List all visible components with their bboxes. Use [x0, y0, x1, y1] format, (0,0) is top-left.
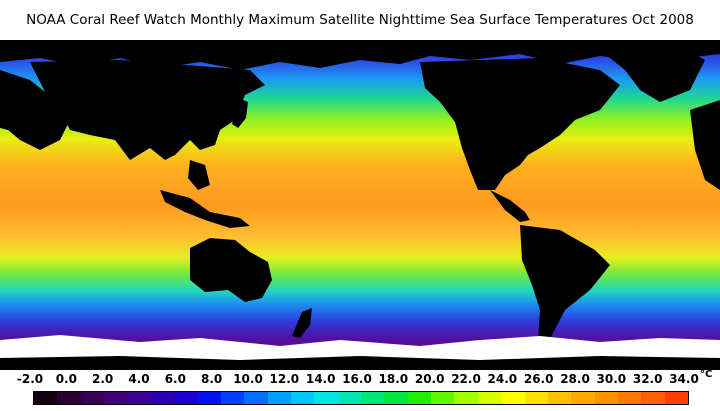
colorbar-swatch — [244, 392, 268, 404]
colorbar-swatch — [80, 392, 105, 404]
colorbar-swatch — [197, 392, 221, 404]
colorbar-swatch — [454, 392, 478, 404]
colorbar-swatch — [57, 392, 81, 404]
asia — [30, 60, 265, 160]
new-zealand — [292, 308, 312, 338]
colorbar-tick-label: 28.0 — [560, 372, 590, 386]
colorbar-tick-label: -2.0 — [16, 372, 44, 386]
colorbar-swatch — [337, 392, 362, 404]
colorbar-swatch — [524, 392, 548, 404]
colorbar-tick-label: 14.0 — [305, 372, 336, 386]
north-america — [420, 58, 620, 190]
colorbar-tick-label: 32.0 — [632, 372, 663, 386]
arctic-land — [0, 40, 720, 70]
colorbar-swatch — [407, 392, 432, 404]
colorbar-tick-label: 8.0 — [201, 372, 223, 386]
south-america — [520, 225, 610, 350]
colorbar-swatch — [220, 392, 245, 404]
sea-surface-temperature-map — [0, 40, 720, 370]
colorbar-tick-label: 0.0 — [55, 372, 77, 386]
central-america — [490, 190, 530, 222]
colorbar-swatch — [104, 392, 128, 404]
colorbar-swatch — [664, 392, 689, 404]
colorbar-swatch — [174, 392, 198, 404]
colorbar-unit: °C — [700, 369, 713, 380]
indonesia — [160, 190, 250, 228]
colorbar-swatch — [361, 392, 385, 404]
colorbar-swatch — [547, 392, 572, 404]
colorbar-swatch — [314, 392, 338, 404]
colorbar-swatch — [477, 392, 502, 404]
colorbar-tick-label: 2.0 — [92, 372, 114, 386]
colorbar-swatch — [594, 392, 618, 404]
colorbar-labels: °C -2.0 0.0 2.0 4.0 6.0 8.0 10.0 12.0 14.0 16.0 18… — [0, 369, 720, 390]
colorbar-tick-label: 18.0 — [378, 372, 409, 386]
colorbar-swatch — [384, 392, 408, 404]
colorbar-tick-label: 24.0 — [487, 372, 518, 386]
greenland — [600, 46, 705, 102]
colorbar-tick-label: 20.0 — [414, 372, 445, 386]
australia — [190, 238, 272, 302]
colorbar-swatch — [641, 392, 665, 404]
colorbar-swatch — [501, 392, 525, 404]
japan — [232, 98, 248, 128]
map-title: NOAA Coral Reef Watch Monthly Maximum Sa… — [26, 12, 694, 28]
colorbar-swatch — [127, 392, 151, 404]
colorbar-swatch — [290, 392, 315, 404]
colorbar-swatch — [267, 392, 291, 404]
philippines-borneo — [188, 160, 210, 190]
colorbar-tick-label: 34.0 — [669, 372, 699, 386]
colorbar-tick-label: 16.0 — [342, 372, 372, 386]
colorbar-tick-label: 12.0 — [269, 372, 300, 386]
colorbar-tick-label: 6.0 — [164, 372, 186, 386]
africa-eurasia-west — [0, 70, 70, 150]
colorbar-tick-label: 26.0 — [523, 372, 554, 386]
antarctica — [0, 356, 720, 370]
colorbar-tick-label: 4.0 — [128, 372, 150, 386]
colorbar-swatch — [571, 392, 595, 404]
colorbar-swatch — [431, 392, 455, 404]
colorbar-swatch — [34, 392, 58, 404]
colorbar-tick-label: 10.0 — [233, 372, 263, 386]
colorbar-swatch — [617, 392, 642, 404]
colorbar-tick-label: 22.0 — [451, 372, 481, 386]
temperature-colorbar — [33, 391, 689, 405]
colorbar-tick-label: 30.0 — [596, 372, 627, 386]
colorbar-swatch — [150, 392, 175, 404]
europe-africa-east — [690, 100, 720, 190]
